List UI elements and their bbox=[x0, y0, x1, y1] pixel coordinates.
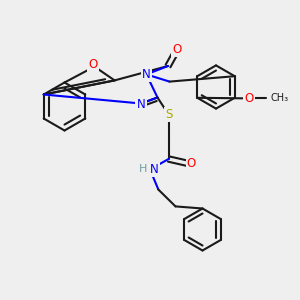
Text: CH₃: CH₃ bbox=[271, 93, 289, 103]
Text: N: N bbox=[136, 98, 146, 112]
Text: N: N bbox=[142, 68, 151, 81]
Text: O: O bbox=[244, 92, 253, 105]
Text: N: N bbox=[150, 163, 159, 176]
Text: O: O bbox=[88, 58, 98, 71]
Text: O: O bbox=[187, 157, 196, 170]
Text: S: S bbox=[165, 108, 172, 121]
Text: O: O bbox=[172, 43, 182, 56]
Text: H: H bbox=[139, 164, 148, 175]
